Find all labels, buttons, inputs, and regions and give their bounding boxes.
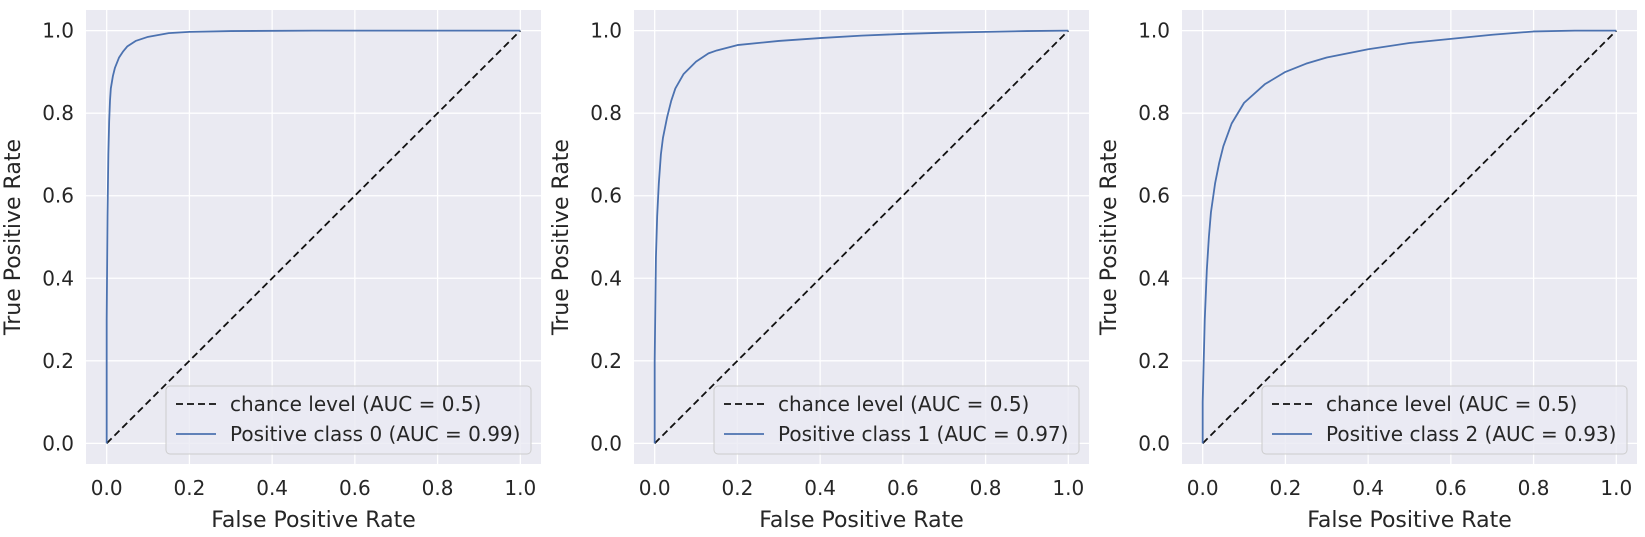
y-tick-label: 0.2 <box>42 349 74 373</box>
y-tick-label: 0.8 <box>590 101 622 125</box>
y-tick-label: 0.6 <box>1138 184 1170 208</box>
legend-box <box>1261 385 1628 455</box>
x-tick-label: 1.0 <box>504 476 536 500</box>
y-tick-label: 0.0 <box>590 431 622 455</box>
x-tick-label: 0.8 <box>970 476 1002 500</box>
chance-level-line <box>106 30 521 444</box>
x-axis-label: False Positive Rate <box>1307 508 1511 533</box>
y-tick-label: 0.2 <box>590 349 622 373</box>
roc-panel-1: 0.0 0.2 0.4 0.6 0.8 1.0 0.0 0.2 0.4 0.6 0.8 1.0 Fals… <box>549 10 1089 533</box>
x-tick-label: 0.2 <box>174 476 206 500</box>
legend-entry: Positive class 2 (AUC = 0.93) <box>1326 422 1616 446</box>
y-tick-label: 0.4 <box>1138 266 1170 290</box>
legend-box <box>165 385 532 455</box>
y-tick-label: 0.8 <box>1138 101 1170 125</box>
x-tick-label: 1.0 <box>1600 476 1632 500</box>
y-axis-label: True Positive Rate <box>1 139 26 336</box>
y-tick-label: 0.8 <box>42 101 74 125</box>
x-axis-label: False Positive Rate <box>759 508 963 533</box>
y-axis-label: True Positive Rate <box>1097 139 1122 336</box>
x-tick-label: 1.0 <box>1052 476 1084 500</box>
y-tick-label: 1.0 <box>590 19 622 43</box>
x-tick-label: 0.4 <box>1352 476 1384 500</box>
x-tick-label: 0.2 <box>1270 476 1302 500</box>
x-tick-label: 0.6 <box>1435 476 1467 500</box>
y-tick-label: 0.0 <box>42 431 74 455</box>
x-tick-label: 0.6 <box>887 476 919 500</box>
roc-curve <box>653 29 1069 444</box>
x-tick-label: 0.4 <box>804 476 836 500</box>
x-tick-label: 0.8 <box>422 476 454 500</box>
x-tick-label: 0.4 <box>256 476 288 500</box>
y-tick-label: 1.0 <box>1138 19 1170 43</box>
y-tick-label: 1.0 <box>42 19 74 43</box>
y-tick-label: 0.0 <box>1138 431 1170 455</box>
x-tick-label: 0.6 <box>339 476 371 500</box>
legend: chance level (AUC = 0.5) Positive class 2… <box>1261 385 1628 455</box>
roc-curve <box>105 29 521 444</box>
roc-panel-2: 0.0 0.2 0.4 0.6 0.8 1.0 0.0 0.2 0.4 0.6 0.8 1.0 Fals… <box>1097 10 1637 533</box>
legend-entry: Positive class 1 (AUC = 0.97) <box>778 422 1068 446</box>
legend: chance level (AUC = 0.5) Positive class 1… <box>713 385 1080 455</box>
roc-panel-0: 0.0 0.2 0.4 0.6 0.8 1.0 0.0 0.2 0.4 0.6 0.8 1.0 Fals… <box>1 10 541 533</box>
y-tick-label: 0.6 <box>42 184 74 208</box>
legend-entry: chance level (AUC = 0.5) <box>1326 392 1577 416</box>
x-tick-label: 0.2 <box>722 476 754 500</box>
x-axis-label: False Positive Rate <box>211 508 415 533</box>
chance-level-line <box>654 30 1069 444</box>
roc-curve <box>1201 29 1617 444</box>
y-tick-label: 0.4 <box>590 266 622 290</box>
y-tick-label: 0.4 <box>42 266 74 290</box>
y-tick-label: 0.2 <box>1138 349 1170 373</box>
chance-level-line <box>1202 30 1617 444</box>
legend-entry: chance level (AUC = 0.5) <box>778 392 1029 416</box>
x-tick-label: 0.8 <box>1518 476 1550 500</box>
x-tick-label: 0.0 <box>1187 476 1219 500</box>
legend: chance level (AUC = 0.5) Positive class 0… <box>165 385 532 455</box>
legend-entry: chance level (AUC = 0.5) <box>230 392 481 416</box>
y-axis-label: True Positive Rate <box>549 139 574 336</box>
x-tick-label: 0.0 <box>91 476 123 500</box>
x-tick-label: 0.0 <box>639 476 671 500</box>
legend-box <box>713 385 1080 455</box>
y-tick-label: 0.6 <box>590 184 622 208</box>
legend-entry: Positive class 0 (AUC = 0.99) <box>230 422 520 446</box>
